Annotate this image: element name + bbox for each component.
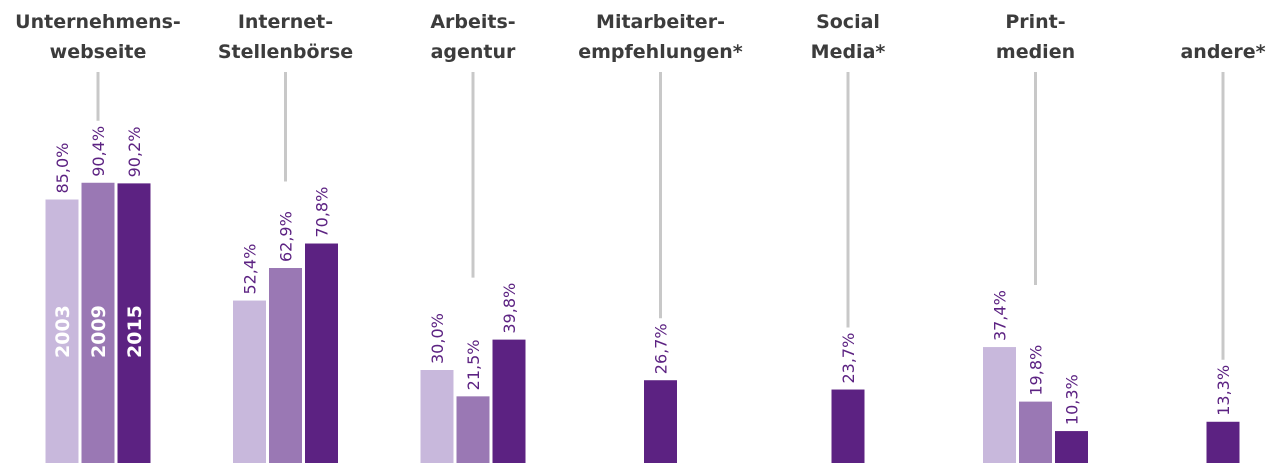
category-label: Stellenbörse — [218, 41, 353, 63]
bar — [233, 300, 266, 463]
category-label: Arbeits- — [430, 11, 515, 33]
value-label: 37,4% — [991, 290, 1010, 341]
series-name: 2015 — [124, 305, 146, 358]
value-label: 90,4% — [89, 126, 108, 177]
category-label: webseite — [50, 41, 147, 63]
bar — [1019, 401, 1052, 463]
bar — [81, 182, 115, 463]
series-name: 2003 — [52, 305, 74, 358]
value-label: 26,7% — [652, 323, 671, 374]
category-label: agentur — [431, 41, 516, 63]
value-label: 90,2% — [125, 127, 144, 178]
bar — [269, 268, 302, 463]
value-label: 13,3% — [1214, 365, 1233, 416]
bar — [456, 396, 490, 463]
value-label: 39,8% — [500, 283, 519, 334]
bar — [492, 339, 526, 463]
category-label: Media* — [811, 41, 886, 63]
bar — [45, 199, 79, 463]
category-label: andere* — [1180, 41, 1265, 63]
value-label: 30,0% — [428, 313, 447, 364]
category-label: Mitarbeiter- — [596, 11, 725, 33]
value-label: 52,4% — [241, 244, 260, 295]
category-label: Social — [816, 11, 880, 33]
bar — [983, 347, 1016, 463]
bar — [1055, 431, 1088, 463]
value-label: 19,8% — [1027, 345, 1046, 396]
category-label: medien — [996, 41, 1075, 63]
category-label: Print- — [1005, 11, 1065, 33]
value-label: 10,3% — [1063, 374, 1082, 425]
bar — [644, 380, 677, 463]
category-label: empfehlungen* — [578, 41, 743, 63]
bar — [1206, 421, 1240, 463]
category-label: Unternehmens- — [15, 11, 181, 33]
value-label: 70,8% — [313, 187, 332, 238]
value-label: 62,9% — [277, 211, 296, 262]
bar — [420, 370, 454, 463]
category-label: Internet- — [238, 11, 333, 33]
bar — [831, 389, 865, 463]
value-label: 21,5% — [464, 340, 483, 391]
bar — [117, 183, 151, 463]
series-name: 2009 — [88, 305, 110, 358]
value-label: 23,7% — [839, 333, 858, 384]
value-label: 85,0% — [53, 143, 72, 194]
bar — [305, 243, 338, 463]
